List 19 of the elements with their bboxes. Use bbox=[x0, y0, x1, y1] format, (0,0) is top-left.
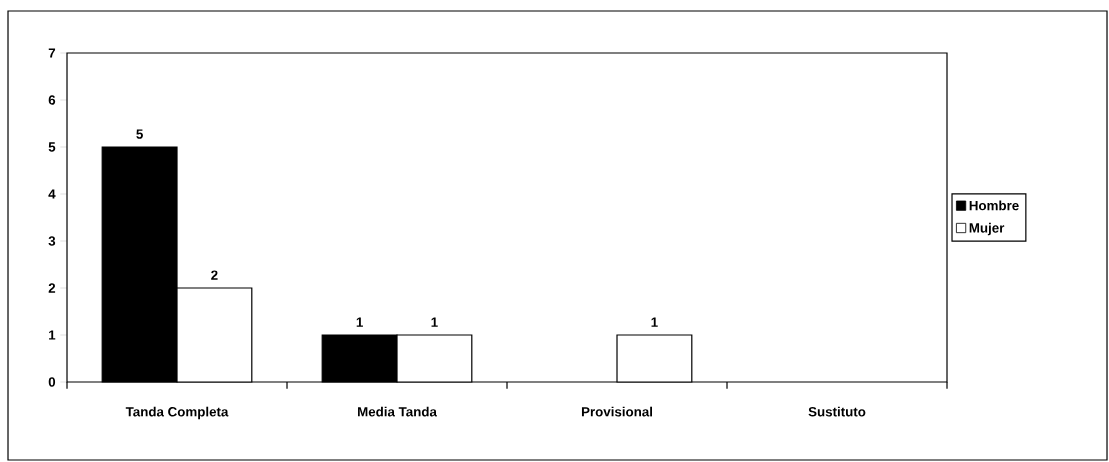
data-label: 1 bbox=[651, 317, 658, 327]
y-tick-label: 2 bbox=[48, 283, 56, 293]
legend-label: Mujer bbox=[969, 222, 1005, 236]
data-label: 1 bbox=[431, 317, 438, 327]
data-label: 1 bbox=[356, 317, 363, 327]
y-tick-label: 5 bbox=[48, 142, 56, 152]
x-tick-label: Sustituto bbox=[808, 406, 866, 417]
y-tick-label: 0 bbox=[48, 377, 56, 387]
data-label: 5 bbox=[136, 129, 143, 139]
x-tick-label: Tanda Completa bbox=[125, 406, 229, 420]
x-tick-label: Media Tanda bbox=[358, 406, 437, 417]
y-tick-label: 6 bbox=[48, 95, 56, 105]
y-tick-label: 1 bbox=[49, 330, 56, 340]
legend-label: Hombre bbox=[969, 200, 1019, 211]
x-tick-label: Provisional bbox=[581, 406, 652, 417]
y-tick-label: 3 bbox=[48, 236, 56, 246]
data-label: 2 bbox=[211, 270, 218, 280]
y-tick-label: 4 bbox=[48, 189, 56, 199]
y-tick-label: 7 bbox=[48, 48, 56, 58]
